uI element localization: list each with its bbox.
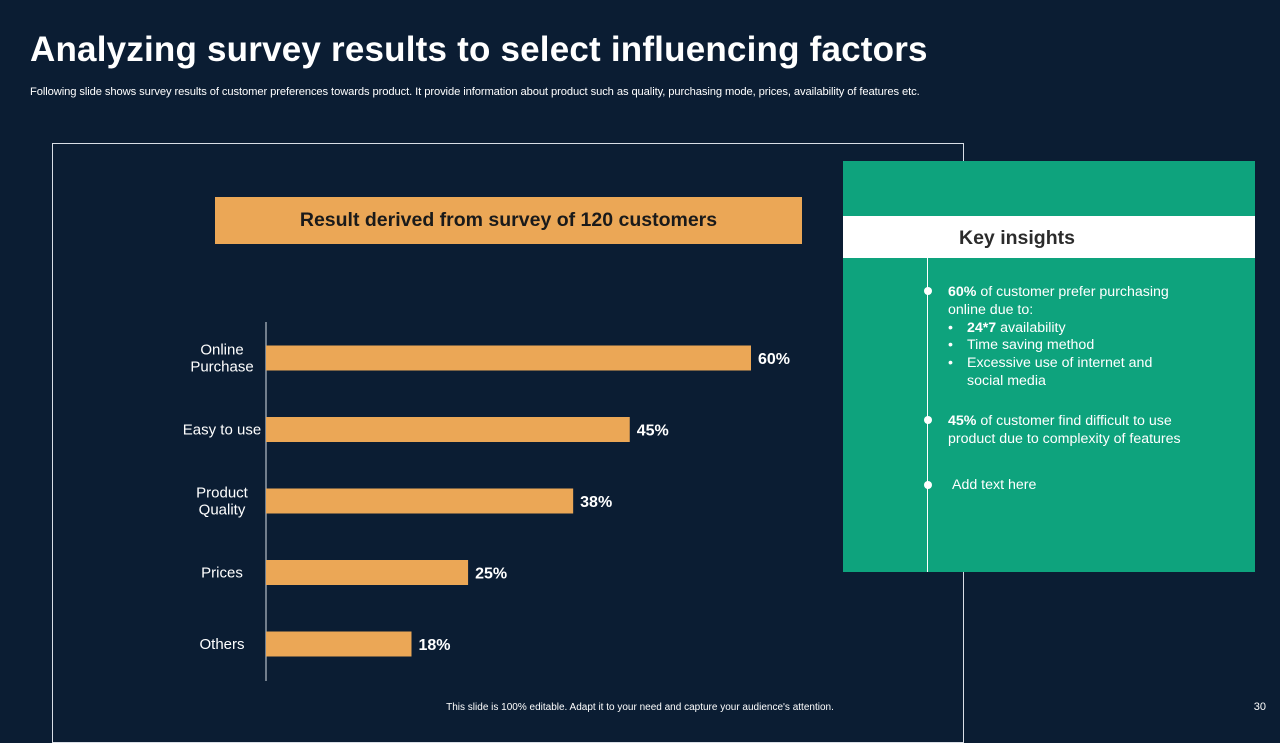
value-label: 38% xyxy=(580,494,612,511)
value-label: 45% xyxy=(637,423,669,440)
insight-sub-text: Time saving method xyxy=(967,337,1095,354)
insight-sub-list: 24*7 availability Time saving method Exc… xyxy=(948,320,1188,391)
bar xyxy=(266,631,412,657)
insight-sub-text: Excessive use of internet and social med… xyxy=(967,355,1153,389)
category-label-line: Others xyxy=(199,636,244,653)
bar xyxy=(266,488,574,514)
bar-chart: 60% Online Purchase 45% Easy to use 38% Produc… xyxy=(183,322,790,681)
category-label-line: Purchase xyxy=(190,359,253,376)
category-label-line: Product xyxy=(196,485,249,502)
category-label-line: Online xyxy=(200,342,243,359)
insights-timeline-line xyxy=(927,258,928,572)
slide-title: Analyzing survey results to select influ… xyxy=(30,30,928,69)
chart-title: Result derived from survey of 120 custom… xyxy=(215,197,802,244)
slide-subtitle: Following slide shows survey results of … xyxy=(30,86,920,98)
value-label: 60% xyxy=(758,351,790,368)
page-number: 30 xyxy=(1253,701,1266,713)
category-label: Online Purchase xyxy=(190,342,253,376)
insight-highlight: 60% xyxy=(948,284,977,300)
timeline-dot xyxy=(924,416,932,424)
category-label: Others xyxy=(199,636,244,653)
category-label-line: Prices xyxy=(201,565,243,582)
insight-text: of customer find difficult to use produc… xyxy=(948,413,1181,447)
category-label: Easy to use xyxy=(183,422,261,439)
category-label: Product Quality xyxy=(196,485,249,519)
key-insights-header: Key insights xyxy=(843,216,1255,258)
key-insights-title: Key insights xyxy=(959,227,1075,249)
insight-text: Add text here xyxy=(952,477,1037,493)
insight-sub-highlight: 24*7 xyxy=(967,319,997,336)
category-label: Prices xyxy=(201,565,243,582)
value-label: 25% xyxy=(475,566,507,583)
value-label: 18% xyxy=(419,637,451,654)
timeline-dot xyxy=(924,287,932,295)
insight-sub-item: Time saving method xyxy=(948,337,1188,355)
footer-note: This slide is 100% editable. Adapt it to… xyxy=(446,702,834,713)
category-label-line: Easy to use xyxy=(183,422,261,439)
timeline-dot xyxy=(924,481,932,489)
category-label-line: Quality xyxy=(199,502,246,519)
insight-item-complexity: 45% of customer find difficult to use pr… xyxy=(948,413,1208,449)
bar xyxy=(266,417,630,442)
insight-item-online: 60% of customer prefer purchasing online… xyxy=(948,284,1188,391)
insight-sub-text: availability xyxy=(996,319,1066,336)
bar xyxy=(266,345,751,371)
insight-highlight: 45% xyxy=(948,413,977,429)
insight-sub-item: Excessive use of internet and social med… xyxy=(948,355,1188,391)
insight-text: of customer prefer purchasing online due… xyxy=(948,284,1169,318)
insight-sub-item: 24*7 availability xyxy=(948,320,1188,338)
bar xyxy=(266,560,469,585)
insight-item-placeholder[interactable]: Add text here xyxy=(952,477,1192,495)
